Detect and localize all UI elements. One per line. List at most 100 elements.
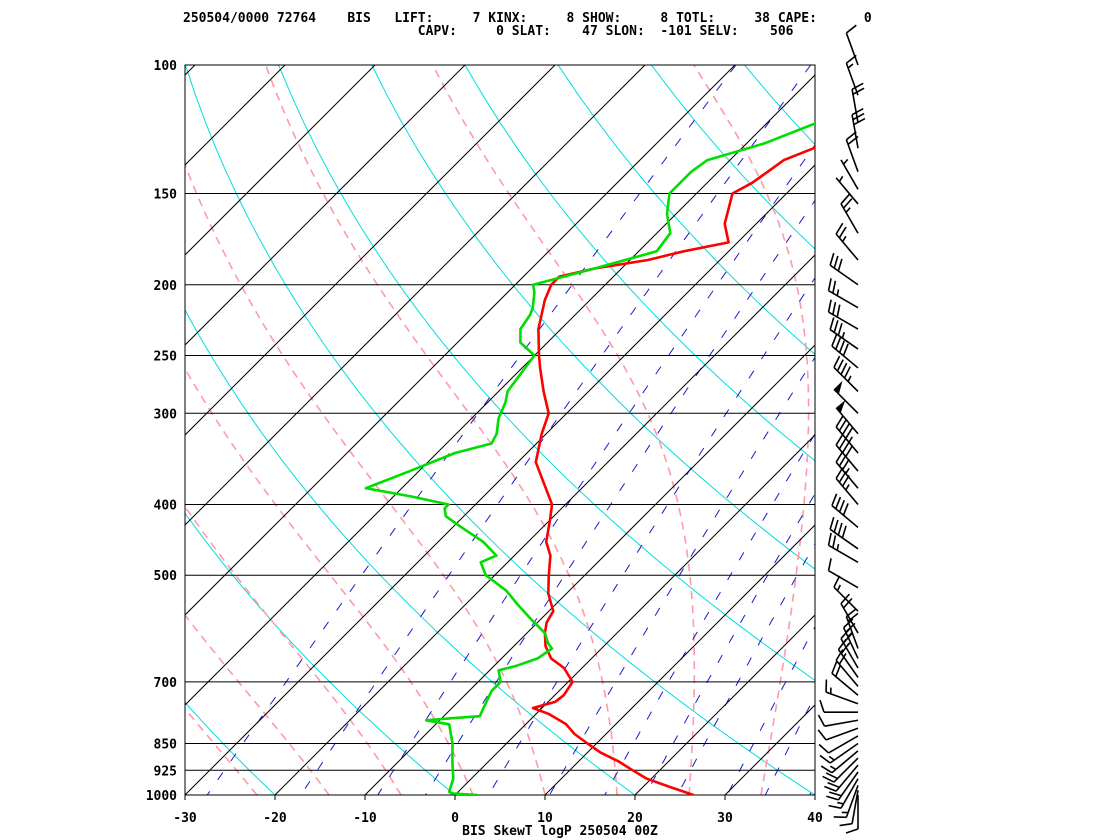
isotherm	[814, 794, 815, 795]
wind-barb	[835, 433, 859, 472]
isotherm	[544, 524, 815, 795]
wind-barb	[835, 451, 859, 489]
temp-tick-label: 10	[537, 811, 553, 826]
pressure-grid	[184, 64, 816, 800]
wind-barb	[828, 778, 859, 809]
wind-barb	[820, 750, 859, 774]
isotherm	[185, 65, 466, 346]
wind-barb	[831, 493, 859, 529]
wind-barb	[831, 661, 859, 696]
isotherm	[364, 344, 815, 795]
dry-adiabat	[464, 65, 815, 462]
temp-tick-label: 30	[717, 811, 733, 826]
pressure-tick-label: 1000	[146, 789, 177, 804]
isotherm	[185, 164, 815, 795]
pressure-tick-label: 850	[154, 737, 178, 752]
isotherm	[185, 65, 376, 256]
wind-barb	[827, 532, 859, 563]
wind-barb	[817, 727, 859, 741]
wind-barb	[833, 785, 859, 819]
wind-barb	[835, 175, 859, 205]
wind-barb	[829, 516, 859, 550]
moist-adiabat	[185, 367, 474, 795]
wind-barb	[817, 714, 859, 727]
dry-adiabat	[0, 65, 95, 795]
sounding-traces	[364, 122, 815, 795]
dry-adiabat	[650, 65, 815, 250]
isotherm	[454, 434, 815, 795]
mixing-ratio-line	[377, 144, 815, 795]
dry-adiabat	[371, 65, 815, 570]
wind-barb	[827, 278, 859, 309]
dewpoint-trace	[364, 122, 815, 795]
pressure-tick-label: 150	[154, 188, 178, 203]
temp-tick-label: 0	[451, 811, 459, 826]
isotherm	[185, 65, 556, 436]
isotherm	[0, 65, 105, 795]
wind-barb	[819, 699, 858, 713]
chart-title: BIS SkewT logP 250504 00Z	[462, 824, 658, 839]
dry-adiabat	[931, 65, 1120, 795]
moist-adiabat	[693, 65, 810, 795]
wind-barb	[835, 415, 859, 454]
isotherm	[274, 254, 815, 795]
temp-tick-label: -20	[263, 811, 287, 826]
dry-adiabat	[838, 65, 1120, 795]
wind-barb	[839, 790, 859, 827]
wind-barb	[825, 679, 859, 705]
temperature-trace	[531, 145, 815, 795]
moist-adiabat	[185, 707, 258, 795]
wind-barb	[835, 649, 859, 687]
pressure-tick-label: 100	[154, 59, 178, 74]
isotherm	[185, 65, 736, 616]
wind-barb	[831, 334, 859, 369]
header-line-1: 250504/0000 72764 BIS LIFT: 7 KINX: 8 SH…	[183, 11, 872, 26]
pressure-tick-label: 700	[154, 676, 178, 691]
wind-barb	[835, 222, 859, 261]
isotherm	[185, 65, 646, 526]
pressure-tick-label: 250	[154, 349, 178, 364]
isotherm	[185, 74, 815, 706]
wind-barbs	[817, 24, 866, 834]
wind-barb	[840, 158, 859, 190]
wind-barb	[833, 575, 859, 612]
wind-barb	[835, 400, 859, 435]
wind-barb	[829, 252, 859, 286]
temp-tick-label: 20	[627, 811, 643, 826]
mixing-ratio-line	[644, 492, 815, 795]
header-line-2: CAPV: 0 SLAT: 47 SLON: -101 SELV: 506	[183, 24, 794, 39]
pressure-tick-label: 300	[154, 407, 178, 422]
temp-tick-label: 40	[807, 811, 823, 826]
wind-barb	[827, 558, 859, 589]
temp-tick-label: -30	[173, 811, 197, 826]
wind-barb	[827, 299, 859, 330]
isotherm	[0, 65, 15, 795]
wind-barb	[822, 757, 859, 783]
wind-barb	[829, 317, 859, 350]
dry-adiabat	[744, 65, 815, 146]
wind-barb	[851, 107, 866, 149]
wind-barb	[818, 735, 859, 754]
pressure-tick-label: 400	[154, 499, 178, 514]
pressure-tick-label: 200	[154, 279, 178, 294]
isotherm	[634, 614, 815, 795]
wind-barb	[845, 795, 859, 834]
mixing-ratio-line	[488, 276, 815, 795]
wind-barb	[840, 193, 859, 234]
wind-barb	[842, 618, 859, 659]
wind-barb	[824, 764, 859, 792]
pressure-tick-label: 500	[154, 569, 178, 584]
wind-barb	[819, 742, 859, 764]
wind-barb	[833, 355, 859, 392]
wind-barb	[826, 771, 859, 801]
dry-adiabat	[278, 65, 815, 681]
mixing-ratio-line	[300, 65, 812, 795]
wind-barb	[851, 82, 865, 123]
temp-tick-label: -10	[353, 811, 377, 826]
wind-barb	[833, 380, 859, 414]
pressure-tick-label: 925	[154, 764, 177, 779]
isotherm	[185, 65, 286, 166]
